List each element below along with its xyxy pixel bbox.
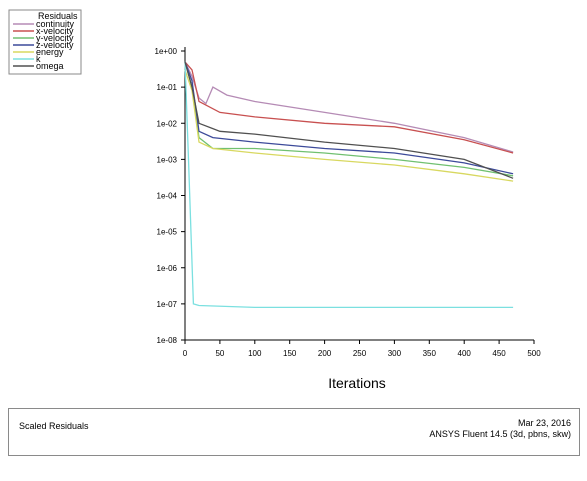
footer-date: Mar 23, 2016 xyxy=(517,418,571,428)
legend-label-energy: energy xyxy=(36,47,64,57)
x-tick-label: 400 xyxy=(458,349,472,358)
legend: Residualscontinuityx-velocityy-velocityz… xyxy=(8,9,82,75)
y-tick-label: 1e-05 xyxy=(157,228,178,237)
x-axis-label: Iterations xyxy=(328,375,386,391)
x-tick-label: 50 xyxy=(215,349,224,358)
tick-labels: 1e+00 1e-01 1e-02 1e-03 1e-04 1e-05 1e-06 1e-07… xyxy=(155,47,542,358)
series-line-x-velocity xyxy=(184,61,514,154)
x-tick-label: 500 xyxy=(527,349,541,358)
y-tick-label: 1e-08 xyxy=(157,336,178,345)
x-tick-label: 100 xyxy=(248,349,262,358)
residuals-plot: Residualscontinuityx-velocityy-velocityz… xyxy=(8,9,542,391)
footer-title: Scaled Residuals xyxy=(19,421,89,431)
series-line-energy xyxy=(184,69,514,182)
x-tick-label: 300 xyxy=(388,349,402,358)
series-line-omega xyxy=(184,61,514,179)
footer-panel: Scaled Residuals Mar 23, 2016 ANSYS Flue… xyxy=(8,408,580,456)
y-tick-label: 1e-04 xyxy=(157,192,178,201)
y-tick-label: 1e-07 xyxy=(157,300,178,309)
legend-label-k: k xyxy=(36,54,41,64)
footer-software: ANSYS Fluent 14.5 (3d, pbns, skw) xyxy=(429,429,571,439)
footer-info: Mar 23, 2016 ANSYS Fluent 14.5 (3d, pbns… xyxy=(429,418,571,440)
legend-title: Residuals xyxy=(38,11,78,21)
series-line-k xyxy=(184,61,514,309)
x-tick-label: 0 xyxy=(183,349,188,358)
legend-label-y-velocity: y-velocity xyxy=(36,33,74,43)
y-tick-label: 1e-06 xyxy=(157,264,178,273)
legend-box xyxy=(8,9,82,75)
x-tick-label: 250 xyxy=(353,349,367,358)
legend-label-continuity: continuity xyxy=(36,19,75,29)
x-tick-label: 200 xyxy=(318,349,332,358)
x-tick-label: 350 xyxy=(423,349,437,358)
plot-axes xyxy=(184,47,534,341)
y-tick-label: 1e-02 xyxy=(157,119,178,128)
legend-label-z-velocity: z-velocity xyxy=(36,40,74,50)
series-line-continuity xyxy=(184,61,514,153)
y-tick-label: 1e-01 xyxy=(157,83,178,92)
y-tick-label: 1e+00 xyxy=(155,47,178,56)
legend-label-x-velocity: x-velocity xyxy=(36,26,74,36)
y-tick-label: 1e-03 xyxy=(157,155,178,164)
series-layer xyxy=(184,61,514,309)
x-tick-label: 450 xyxy=(492,349,506,358)
legend-label-omega: omega xyxy=(36,61,64,71)
x-tick-label: 150 xyxy=(283,349,297,358)
series-line-z-velocity xyxy=(184,61,514,175)
